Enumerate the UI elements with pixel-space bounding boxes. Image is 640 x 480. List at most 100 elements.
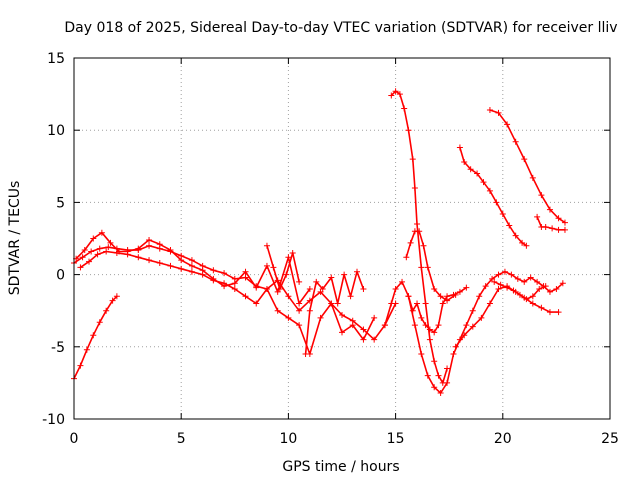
series-line [266, 244, 300, 290]
data-point [546, 206, 553, 213]
data-point [424, 372, 431, 379]
data-point [188, 262, 195, 269]
data-point [414, 221, 421, 228]
data-point [388, 300, 395, 307]
data-point [486, 187, 493, 194]
data-point [231, 286, 238, 293]
data-point [405, 127, 412, 134]
data-point [96, 319, 103, 326]
data-point [319, 286, 326, 293]
series-line [489, 109, 566, 224]
plot-area [71, 88, 568, 397]
y-tick-label: -5 [51, 340, 65, 356]
data-point [418, 351, 425, 358]
data-point [444, 379, 451, 386]
series-s11 [452, 283, 562, 350]
data-point [296, 307, 303, 314]
data-point [463, 322, 470, 329]
data-point [396, 91, 403, 98]
data-point [538, 304, 545, 311]
data-point [437, 390, 444, 397]
data-point [469, 307, 476, 314]
data-point [409, 307, 416, 314]
data-point [480, 179, 487, 186]
chart-title: Day 018 of 2025, Sidereal Day-to-day VTE… [64, 20, 617, 36]
data-point [276, 286, 283, 293]
data-point [497, 281, 504, 288]
data-point [113, 249, 120, 256]
data-point [456, 288, 463, 295]
data-point [263, 262, 270, 269]
data-point [435, 322, 442, 329]
data-point [512, 138, 519, 145]
data-point [188, 257, 195, 264]
data-point [90, 332, 97, 339]
series-line [405, 230, 457, 302]
data-point [523, 296, 530, 303]
data-point [461, 158, 468, 165]
data-point [381, 322, 388, 329]
data-point [439, 300, 446, 307]
series-s15 [491, 278, 549, 303]
series-line [75, 231, 311, 305]
y-tick-label: 0 [56, 268, 65, 284]
data-point [431, 384, 438, 391]
data-point [79, 254, 86, 261]
data-point [81, 247, 88, 254]
data-point [90, 235, 97, 242]
data-point [474, 170, 481, 177]
data-point [349, 322, 356, 329]
data-point [553, 286, 560, 293]
series-line [73, 244, 397, 341]
series-line [390, 90, 448, 384]
y-tick-label: 15 [47, 51, 65, 67]
data-point [444, 365, 451, 372]
data-point [491, 278, 498, 285]
data-point [409, 156, 416, 163]
series-s14 [534, 213, 568, 233]
data-point [506, 222, 513, 229]
data-point [416, 228, 423, 235]
data-point [253, 284, 260, 291]
data-point [328, 300, 335, 307]
data-point [546, 288, 553, 295]
data-point [210, 267, 217, 274]
data-point [469, 323, 476, 330]
data-point [83, 346, 90, 353]
series-line [73, 295, 118, 380]
data-point [392, 88, 399, 95]
data-point [444, 293, 451, 300]
data-point [418, 314, 425, 321]
series-s3 [73, 229, 313, 307]
data-point [210, 277, 217, 284]
data-point [94, 251, 101, 258]
data-point [542, 283, 549, 290]
data-point [561, 226, 568, 233]
x-tick-label: 25 [601, 431, 619, 447]
data-point [88, 248, 95, 255]
x-tick-label: 5 [177, 431, 186, 447]
axis-ticks: 0 5 10 15 20 25 -10 -5 0 5 10 15 [42, 51, 619, 447]
data-point [98, 229, 105, 236]
data-point [103, 307, 110, 314]
data-point [521, 156, 528, 163]
data-point [501, 268, 508, 275]
series-s13 [486, 106, 568, 226]
series-s5 [302, 268, 367, 358]
data-point [156, 241, 163, 248]
data-point [167, 247, 174, 254]
data-point [242, 274, 249, 281]
data-point [482, 283, 489, 290]
data-point [411, 184, 418, 191]
data-point [495, 286, 502, 293]
data-point [124, 251, 131, 258]
data-point [274, 307, 281, 314]
y-tick-label: -10 [42, 412, 65, 428]
data-point [549, 225, 556, 232]
data-point [418, 264, 425, 271]
data-point [242, 293, 249, 300]
data-point [555, 226, 562, 233]
series-line [304, 270, 365, 355]
data-point [420, 242, 427, 249]
data-point [360, 286, 367, 293]
